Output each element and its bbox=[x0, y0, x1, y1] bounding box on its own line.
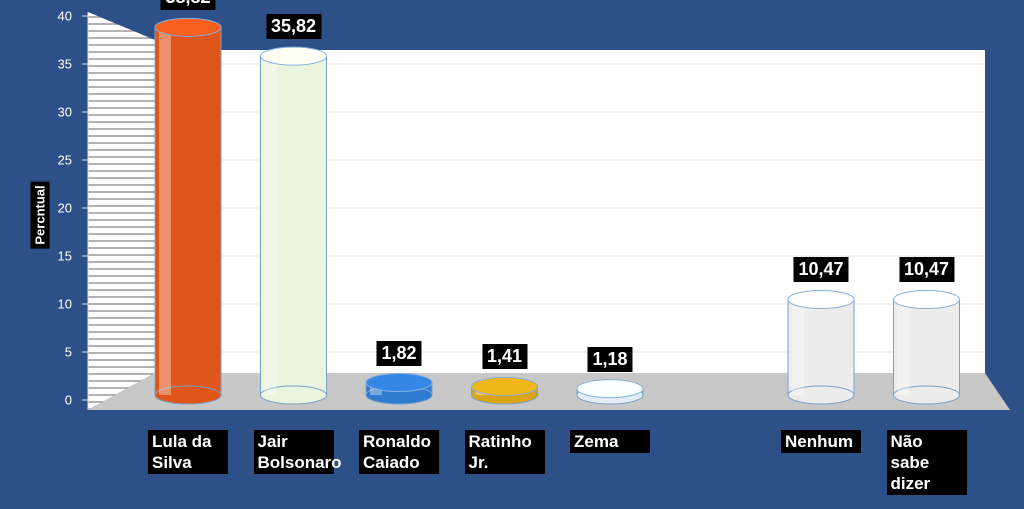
y-tick-label: 35 bbox=[57, 56, 72, 72]
bar-top bbox=[260, 46, 327, 66]
x-tick-label: Jair Bolsonaro bbox=[253, 430, 342, 474]
y-tick-label: 40 bbox=[57, 8, 72, 24]
value-label: 1,18 bbox=[587, 346, 633, 372]
x-tick-label: Ronaldo Caiado bbox=[359, 430, 439, 474]
value-label: 1,41 bbox=[481, 344, 528, 370]
y-tick-label: 10 bbox=[57, 296, 72, 312]
value-label: 38,82 bbox=[160, 0, 216, 11]
x-tick-label: Não sabe dizer bbox=[886, 430, 967, 495]
y-tick-label: 30 bbox=[57, 104, 72, 120]
bar-base bbox=[260, 385, 327, 405]
bar-top bbox=[154, 17, 222, 37]
bar bbox=[787, 298, 855, 396]
y-tick-label: 15 bbox=[57, 248, 72, 264]
bar bbox=[260, 55, 327, 396]
bar-shade bbox=[792, 299, 804, 395]
bar-top bbox=[787, 289, 855, 309]
bar-top bbox=[893, 289, 960, 309]
bar-top bbox=[471, 376, 538, 396]
y-tick-label: 20 bbox=[57, 200, 72, 216]
bar-base bbox=[154, 385, 222, 405]
bar bbox=[893, 298, 960, 396]
bar bbox=[154, 26, 222, 396]
y-tick-label: 25 bbox=[57, 152, 72, 168]
x-tick-label: Lula da Silva bbox=[148, 430, 228, 474]
value-label: 1,82 bbox=[376, 340, 422, 366]
x-tick-label: Zema bbox=[570, 430, 650, 453]
bar-shade bbox=[897, 299, 910, 395]
bar-base bbox=[893, 385, 960, 405]
value-label: 10,47 bbox=[793, 257, 849, 283]
value-label: 35,82 bbox=[265, 14, 322, 40]
y-tick-label: 5 bbox=[64, 344, 72, 360]
bar-shade bbox=[159, 27, 171, 395]
x-tick-label: Nenhum bbox=[781, 430, 861, 453]
bar-shade bbox=[264, 56, 277, 396]
bar-base bbox=[787, 385, 855, 405]
floor bbox=[88, 373, 1010, 410]
left-wall bbox=[88, 12, 155, 410]
x-tick-label: Ratinho Jr. bbox=[464, 430, 545, 474]
bar-top bbox=[576, 379, 644, 399]
y-tick-label: 0 bbox=[64, 392, 72, 408]
bar-top bbox=[365, 373, 433, 393]
value-label: 10,47 bbox=[898, 257, 955, 283]
y-axis-label: Percntual bbox=[30, 181, 50, 249]
